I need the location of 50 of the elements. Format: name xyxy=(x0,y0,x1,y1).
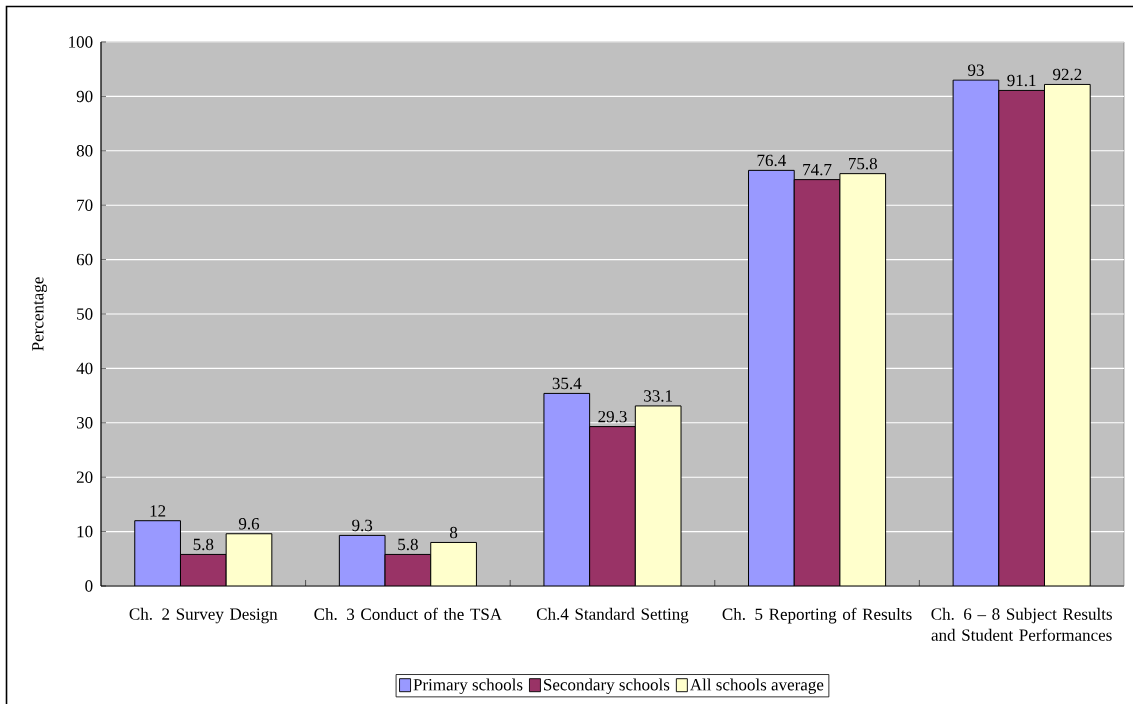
data-label: 8 xyxy=(449,526,458,539)
data-label: 5.8 xyxy=(193,538,214,551)
x-tick-label: Ch. 2 Survey Design xyxy=(129,607,278,624)
data-label: 9.3 xyxy=(352,519,373,532)
bar xyxy=(952,79,1000,586)
y-tick-label: 60 xyxy=(76,253,93,266)
bar xyxy=(339,535,386,586)
bar xyxy=(180,554,227,586)
bar xyxy=(998,89,1045,586)
y-tick-label: 10 xyxy=(77,525,93,538)
x-tick-label: Ch. 6 – 8 Subject Results and Student Performances xyxy=(931,607,1112,641)
data-label: 93 xyxy=(968,64,984,76)
data-label: 12 xyxy=(150,505,166,517)
bar xyxy=(589,426,636,586)
y-tick-label: 40 xyxy=(76,362,93,375)
y-tick-label: 70 xyxy=(77,199,93,211)
legend-label: Secondary schools xyxy=(544,678,670,694)
data-label: 33.1 xyxy=(644,390,673,402)
x-tick-label: Ch.4 Standard Setting xyxy=(536,607,689,624)
bar xyxy=(385,554,431,586)
bar xyxy=(839,173,886,586)
y-tick-label: 100 xyxy=(69,36,93,48)
bar xyxy=(543,393,590,586)
bar xyxy=(1044,83,1091,586)
bar xyxy=(226,533,272,586)
data-label: 74.7 xyxy=(803,164,832,176)
bar xyxy=(635,405,682,586)
y-tick-label: 20 xyxy=(76,471,93,483)
bar xyxy=(134,520,181,586)
y-tick-label: 0 xyxy=(85,580,93,592)
bar xyxy=(748,170,795,586)
data-label: 29.3 xyxy=(598,410,627,423)
y-axis-title: Percentage xyxy=(32,277,48,351)
legend-label: Primary schools xyxy=(413,678,523,694)
x-tick-label: Ch. 5 Reporting of Results xyxy=(722,607,912,624)
x-tick-label: Ch. 3 Conduct of the TSA xyxy=(314,607,502,621)
y-tick-label: 90 xyxy=(76,90,93,103)
y-tick-label: 80 xyxy=(76,145,93,157)
y-tick-label: 30 xyxy=(76,417,93,429)
bar xyxy=(794,179,840,586)
data-label: 92.2 xyxy=(1053,68,1082,81)
data-label: 91.1 xyxy=(1007,74,1036,87)
legend-label: All schools average xyxy=(689,678,824,694)
bar xyxy=(430,542,477,586)
data-label: 5.8 xyxy=(398,538,418,551)
data-label: 76.4 xyxy=(757,154,786,167)
data-label: 9.6 xyxy=(238,518,260,530)
y-tick-label: 50 xyxy=(77,308,93,320)
data-label: 35.4 xyxy=(552,377,582,390)
data-label: 75.8 xyxy=(849,157,877,170)
